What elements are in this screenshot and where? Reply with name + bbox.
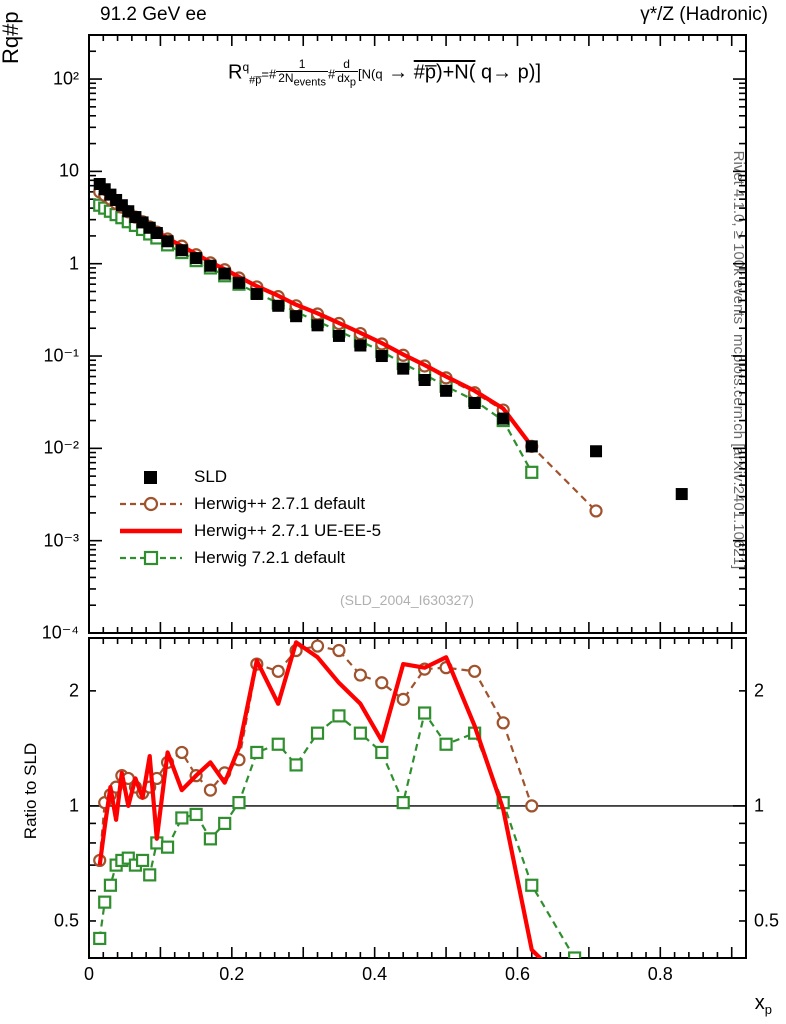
legend-key-herwigpp-default bbox=[118, 493, 184, 515]
ratio-y-tick-label: 2 bbox=[68, 680, 79, 701]
ratio-y-tick-label: 0.5 bbox=[53, 910, 79, 931]
ratio-y-tick-label: 1 bbox=[68, 795, 79, 816]
y-tick-label: 10⁻³ bbox=[43, 530, 79, 551]
legend-entry-herwigpp-ueee5: Herwig++ 2.7.1 UE-EE-5 bbox=[118, 517, 381, 544]
formula-frac1-den-sub: events bbox=[293, 75, 326, 88]
ratio-y-tick-label: 0.5 bbox=[754, 910, 780, 931]
formula-frac1-den-text: 2N bbox=[278, 70, 294, 85]
x-axis-label: xp bbox=[755, 992, 772, 1017]
x-axis-label-sub: p bbox=[764, 1002, 772, 1017]
x-tick-label: 0.2 bbox=[219, 964, 245, 984]
plot-legend: SLD Herwig++ 2.7.1 default Herwig++ 2.7.… bbox=[118, 463, 381, 571]
y-tick-label: 10² bbox=[52, 68, 79, 89]
y-tick-label: 10⁻¹ bbox=[43, 345, 79, 366]
formula-lead-sup: q bbox=[242, 59, 250, 74]
y-tick-label: 1 bbox=[68, 253, 79, 274]
x-tick-label: 0.8 bbox=[647, 964, 673, 984]
formula-frac1-num: 1 bbox=[276, 58, 328, 72]
ratio-series-herwig-2-7-1-ue-ee-5 bbox=[97, 640, 544, 958]
legend-label-sld: SLD bbox=[194, 466, 228, 486]
formula-tail-a: [N(q bbox=[358, 66, 383, 82]
formula-fraction-1: 1 2Nevents bbox=[276, 58, 328, 89]
formula-arrow-1: → bbox=[388, 61, 409, 84]
x-axis-label-main: x bbox=[754, 992, 765, 1014]
ratio-panel-frame bbox=[88, 637, 747, 959]
x-tick-label: 0.4 bbox=[362, 964, 388, 984]
legend-key-herwig7 bbox=[118, 547, 184, 569]
formula-frac2-num: d bbox=[335, 58, 359, 72]
header-beam-energy: 91.2 GeV ee bbox=[100, 4, 207, 25]
formula-tail-b: q bbox=[475, 61, 493, 84]
analysis-id-label: (SLD_2004_I630327) bbox=[340, 592, 474, 608]
plot-formula: Rq#p̅=# 1 2Nevents # d dxp [N(q → #p̅)+N( q→ p… bbox=[228, 58, 541, 89]
formula-fraction-2: d dxp bbox=[335, 58, 359, 89]
formula-lead-sub: #p̅ bbox=[249, 74, 262, 87]
legend-key-sld bbox=[118, 466, 184, 488]
legend-entry-sld: SLD bbox=[118, 463, 381, 490]
formula-frac2-den-text: dx bbox=[337, 70, 350, 85]
formula-frac2-den: dxp bbox=[335, 70, 358, 89]
formula-frac1-den: 2Nevents bbox=[276, 70, 328, 89]
formula-mid: # bbox=[327, 66, 336, 82]
legend-entry-herwigpp-default: Herwig++ 2.7.1 default bbox=[118, 490, 381, 517]
y-tick-label: 10 bbox=[58, 160, 79, 181]
legend-key-herwigpp-ueee5 bbox=[118, 520, 184, 542]
main-series-herwig-7-2-1-default bbox=[93, 198, 539, 479]
ratio-series-herwig-7-2-1-default bbox=[93, 706, 582, 958]
formula-arrow-2: → bbox=[492, 61, 513, 84]
legend-label-herwig7: Herwig 7.2.1 default bbox=[194, 547, 346, 567]
y-tick-label: 10⁻⁴ bbox=[41, 622, 79, 643]
y-tick-label: 10⁻² bbox=[43, 437, 79, 458]
formula-eq: =# bbox=[261, 66, 277, 82]
ratio-y-tick-label: 1 bbox=[754, 795, 765, 816]
formula-bar-1: #p̅)+N( bbox=[413, 61, 476, 84]
formula-frac2-den-sub: p bbox=[349, 75, 357, 88]
x-tick-label: 0.6 bbox=[504, 964, 530, 984]
header-process: γ*/Z (Hadronic) bbox=[640, 4, 768, 25]
ratio-series-herwig-2-7-1-default bbox=[93, 639, 539, 868]
legend-entry-herwig7: Herwig 7.2.1 default bbox=[118, 544, 381, 571]
formula-lead: R bbox=[228, 61, 243, 84]
x-tick-label: 0 bbox=[83, 964, 95, 984]
main-series-sld bbox=[93, 177, 688, 501]
formula-tail-c: p)] bbox=[512, 61, 542, 84]
legend-label-herwigpp-ueee5: Herwig++ 2.7.1 UE-EE-5 bbox=[194, 520, 382, 540]
legend-label-herwigpp-default: Herwig++ 2.7.1 default bbox=[194, 493, 366, 513]
ratio-y-tick-label: 2 bbox=[754, 680, 765, 701]
